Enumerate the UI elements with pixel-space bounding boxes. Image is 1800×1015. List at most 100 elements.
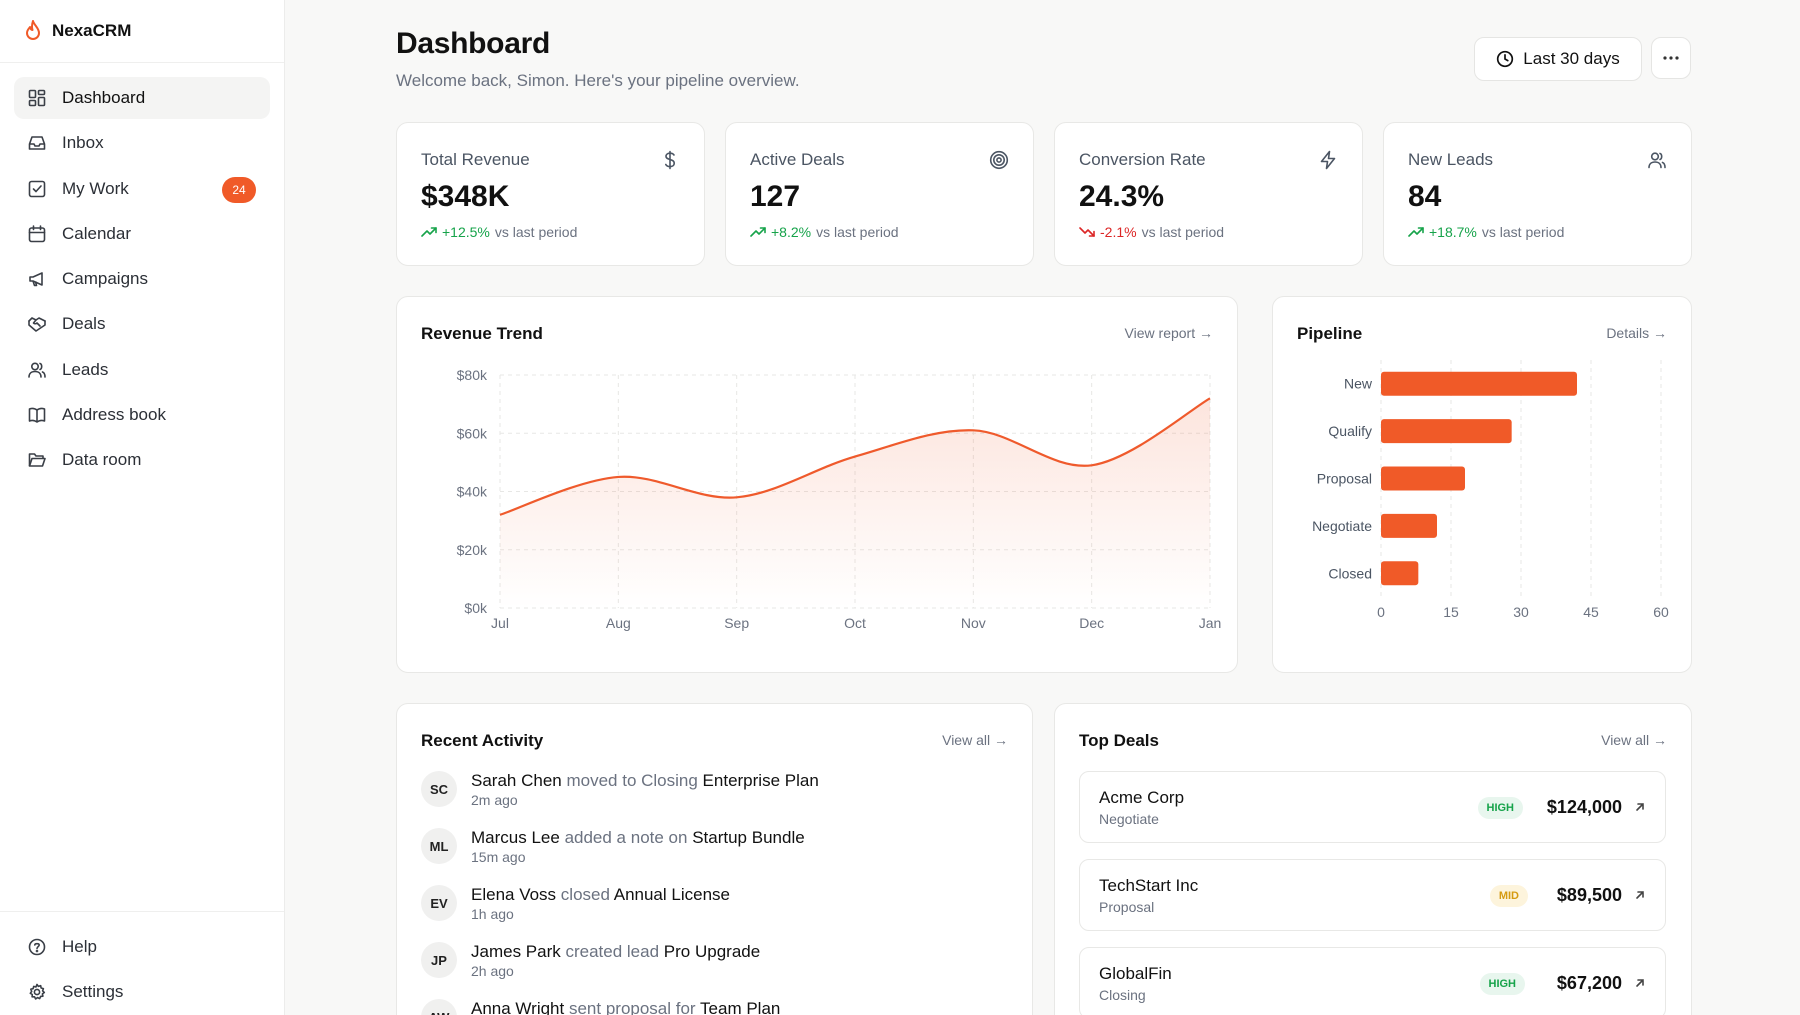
avatar: EV (421, 885, 457, 921)
stat-label: Active Deals (750, 150, 845, 169)
x-tick-label: 0 (1377, 604, 1385, 620)
sidebar-item-label: Deals (62, 314, 106, 334)
view-report-link[interactable]: View report → (1124, 325, 1213, 341)
stat-card-new-leads: New Leads 84 +18.7% vs last period (1383, 122, 1692, 266)
x-tick-label: Jan (1199, 615, 1222, 631)
users-icon (1647, 150, 1667, 170)
activity-time: 2h ago (471, 963, 514, 979)
sidebar-item-campaigns[interactable]: Campaigns (14, 258, 270, 300)
x-tick-label: Jul (491, 615, 509, 631)
stat-label: Total Revenue (421, 150, 530, 169)
sidebar-item-label: Inbox (62, 133, 104, 153)
dashboard-icon (28, 89, 46, 107)
deal-stage: Negotiate (1099, 811, 1159, 827)
activity-time: 15m ago (471, 849, 526, 865)
stat-card-conversion-rate: Conversion Rate 24.3% -2.1% vs last peri… (1054, 122, 1363, 266)
sidebar-item-help[interactable]: Help (14, 926, 270, 968)
trend-up-icon (750, 226, 766, 238)
card-title: Pipeline (1297, 324, 1363, 343)
sidebar-item-deals[interactable]: Deals (14, 303, 270, 345)
stat-label: New Leads (1408, 150, 1494, 169)
sidebar-item-label: Leads (62, 359, 109, 379)
delta-suffix: vs last period (1481, 224, 1565, 240)
deal-amount: $124,000 (1546, 797, 1622, 817)
card-title: Top Deals (1079, 731, 1159, 750)
delta-value: +12.5% (442, 224, 490, 240)
revenue-area (500, 398, 1210, 608)
stat-delta: +12.5% vs last period (421, 224, 577, 240)
priority-badge: HIGH (1477, 797, 1523, 819)
activity-time: 1h ago (471, 906, 514, 922)
category-label: Proposal (1317, 471, 1372, 487)
x-tick-label: 30 (1513, 604, 1529, 620)
y-tick-label: $0k (464, 600, 488, 616)
activity-item[interactable]: ML Marcus Lee added a note on Startup Bu… (421, 827, 805, 865)
deal-row[interactable]: GlobalFin Closing HIGH $67,200 (1079, 947, 1666, 1015)
revenue-trend-card: Revenue Trend View report → $0k $20k $40k $… (396, 296, 1238, 673)
sidebar-item-dashboard[interactable]: Dashboard (14, 77, 270, 119)
view-all-activity-link[interactable]: View all → (942, 732, 1008, 748)
stat-value: $348K (421, 180, 510, 213)
calendar-icon (28, 225, 46, 243)
x-tick-label: 15 (1443, 604, 1459, 620)
x-tick-label: Sep (724, 615, 749, 631)
stat-value: 84 (1408, 180, 1442, 213)
sidebar-item-label: Calendar (62, 223, 131, 243)
trend-down-icon (1079, 226, 1095, 238)
gear-icon (28, 983, 46, 1001)
priority-badge: MID (1489, 885, 1528, 907)
sidebar-item-label: Settings (62, 982, 124, 1001)
dollar-icon (660, 150, 680, 170)
more-icon (1663, 56, 1679, 60)
help-icon (28, 938, 46, 956)
sidebar-item-address-book[interactable]: Address book (14, 394, 270, 436)
sidebar-item-calendar[interactable]: Calendar (14, 213, 270, 255)
handshake-icon (28, 315, 46, 333)
deal-name: GlobalFin (1099, 964, 1172, 983)
page-title: Dashboard (396, 27, 550, 60)
category-label: Negotiate (1312, 518, 1372, 534)
users-icon (28, 361, 46, 379)
brand[interactable]: NexaCRM (0, 0, 284, 63)
recent-activity-card: Recent Activity View all → SC Sarah Chen… (396, 703, 1033, 1015)
sidebar-item-inbox[interactable]: Inbox (14, 122, 270, 164)
stat-label: Conversion Rate (1079, 150, 1206, 169)
trend-up-icon (421, 226, 437, 238)
y-tick-label: $40k (457, 484, 488, 500)
activity-item[interactable]: SC Sarah Chen moved to Closing Enterpris… (421, 770, 819, 808)
activity-actor: Sarah Chen (471, 771, 562, 790)
date-range-label: Last 30 days (1523, 49, 1620, 68)
x-tick-label: Dec (1079, 615, 1104, 631)
x-tick-label: Nov (961, 615, 986, 631)
sidebar-item-leads[interactable]: Leads (14, 349, 270, 391)
avatar: JP (421, 942, 457, 978)
deal-name: TechStart Inc (1099, 876, 1199, 895)
stat-card-total-revenue: Total Revenue $348K +12.5% vs last perio… (396, 122, 705, 266)
activity-target: Pro Upgrade (663, 942, 761, 961)
activity-action: closed (560, 885, 610, 904)
view-all-deals-link[interactable]: View all → (1601, 732, 1667, 748)
clock-icon (1496, 50, 1514, 68)
activity-item[interactable]: EV Elena Voss closed Annual License 1h a… (421, 884, 730, 922)
delta-value: +8.2% (771, 224, 812, 240)
sidebar-item-my-work[interactable]: My Work 24 (14, 168, 270, 210)
category-label: Qualify (1328, 423, 1372, 439)
sidebar-item-data-room[interactable]: Data room (14, 439, 270, 481)
details-link[interactable]: Details → (1606, 325, 1667, 341)
delta-suffix: vs last period (816, 224, 899, 240)
pipeline-chart: 0 15 30 45 60 New Qualify Proposal Negotiate Clos… (1312, 360, 1669, 620)
top-deals-card: Top Deals View all → Acme Corp Negotiate… (1054, 703, 1692, 1015)
activity-target: Team Plan (700, 999, 781, 1015)
deal-row[interactable]: TechStart Inc Proposal MID $89,500 (1079, 859, 1666, 931)
deal-row[interactable]: Acme Corp Negotiate HIGH $124,000 (1079, 771, 1666, 843)
sidebar-item-settings[interactable]: Settings (14, 971, 270, 1013)
activity-action: created lead (565, 942, 660, 961)
more-options-button[interactable] (1651, 37, 1691, 79)
date-range-button[interactable]: Last 30 days (1474, 37, 1642, 81)
sidebar-footer: Help Settings (0, 911, 284, 1015)
activity-target: Startup Bundle (692, 828, 805, 847)
activity-item[interactable]: JP James Park created lead Pro Upgrade 2… (421, 941, 760, 979)
activity-target: Annual License (613, 885, 730, 904)
arrow-up-right-icon (1632, 975, 1648, 991)
activity-item[interactable]: AW Anna Wright sent proposal for Team Pl… (421, 998, 780, 1015)
